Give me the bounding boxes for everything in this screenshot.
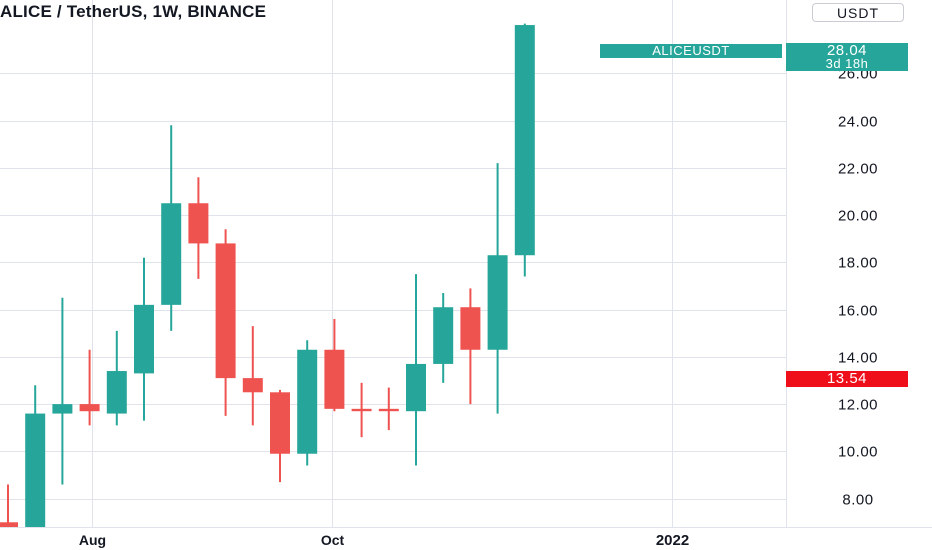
candle: [106, 330, 127, 426]
candlestick-series: [0, 23, 535, 527]
candle: [378, 387, 399, 431]
candle-body: [297, 349, 318, 454]
candle: [433, 293, 454, 383]
vertical-grid-lines: [92, 0, 673, 527]
candle: [242, 326, 263, 426]
candle-body: [161, 203, 182, 305]
price-tick-label: 16.00: [838, 303, 878, 320]
candle-body: [433, 307, 454, 364]
candle-body: [215, 243, 236, 379]
candle-body: [106, 371, 127, 414]
candle: [460, 288, 481, 405]
candle-body: [134, 304, 154, 374]
candle: [351, 382, 372, 438]
candle-body: [487, 255, 508, 350]
candle: [487, 163, 508, 414]
candle-body: [188, 203, 209, 244]
currency-button[interactable]: USDT: [812, 3, 904, 22]
candle-body: [0, 522, 18, 527]
candle: [297, 340, 318, 466]
candle-body: [378, 408, 399, 412]
candle-body: [270, 392, 290, 454]
candle: [25, 385, 46, 527]
last-price-value: 28.04: [826, 42, 868, 59]
price-tick-label: 10.00: [838, 444, 878, 461]
candle-body: [79, 404, 100, 412]
time-tick-label: Oct: [321, 532, 345, 548]
candle: [406, 274, 426, 466]
candle-body: [514, 25, 535, 256]
price-tick-label: 24.00: [838, 114, 878, 131]
candle-body: [351, 408, 372, 412]
chart-title: ALICE / TetherUS, 1W, BINANCE: [0, 2, 267, 21]
price-tick-label: 14.00: [838, 350, 878, 367]
candle-body: [52, 404, 73, 414]
price-tick-label: 20.00: [838, 208, 878, 225]
candle: [188, 177, 209, 279]
candle-body: [460, 307, 481, 350]
price-tick-label: 22.00: [838, 161, 878, 178]
candle: [52, 297, 73, 485]
price-scale[interactable]: 8.00 10.00 12.00 14.00 16.00 18.00 20.00 22.00 2…: [838, 66, 878, 509]
candle: [270, 389, 290, 483]
time-tick-label: Aug: [79, 532, 106, 548]
time-scale[interactable]: Aug Oct 2022: [79, 532, 689, 549]
price-tick-label: 8.00: [842, 492, 873, 509]
bar-countdown: 3d 18h: [825, 56, 869, 71]
candle-body: [406, 363, 426, 412]
candle: [79, 349, 100, 426]
time-tick-label: 2022: [656, 532, 689, 549]
price-tick-label: 18.00: [838, 255, 878, 272]
candle: [134, 257, 154, 421]
candle: [0, 484, 18, 527]
candle: [161, 125, 182, 331]
candle: [324, 319, 345, 412]
price-tick-label: 12.00: [838, 397, 878, 414]
candle-body: [242, 378, 263, 393]
candle: [514, 23, 535, 277]
horizontal-grid-lines: [0, 73, 786, 500]
candle-body: [25, 413, 46, 527]
candle-body: [324, 349, 345, 409]
last-price-tag: 28.04 3d 18h: [786, 43, 908, 71]
candle: [215, 229, 236, 416]
crosshair-price-tag: 13.54: [786, 371, 908, 387]
symbol-label: ALICEUSDT: [600, 44, 782, 58]
